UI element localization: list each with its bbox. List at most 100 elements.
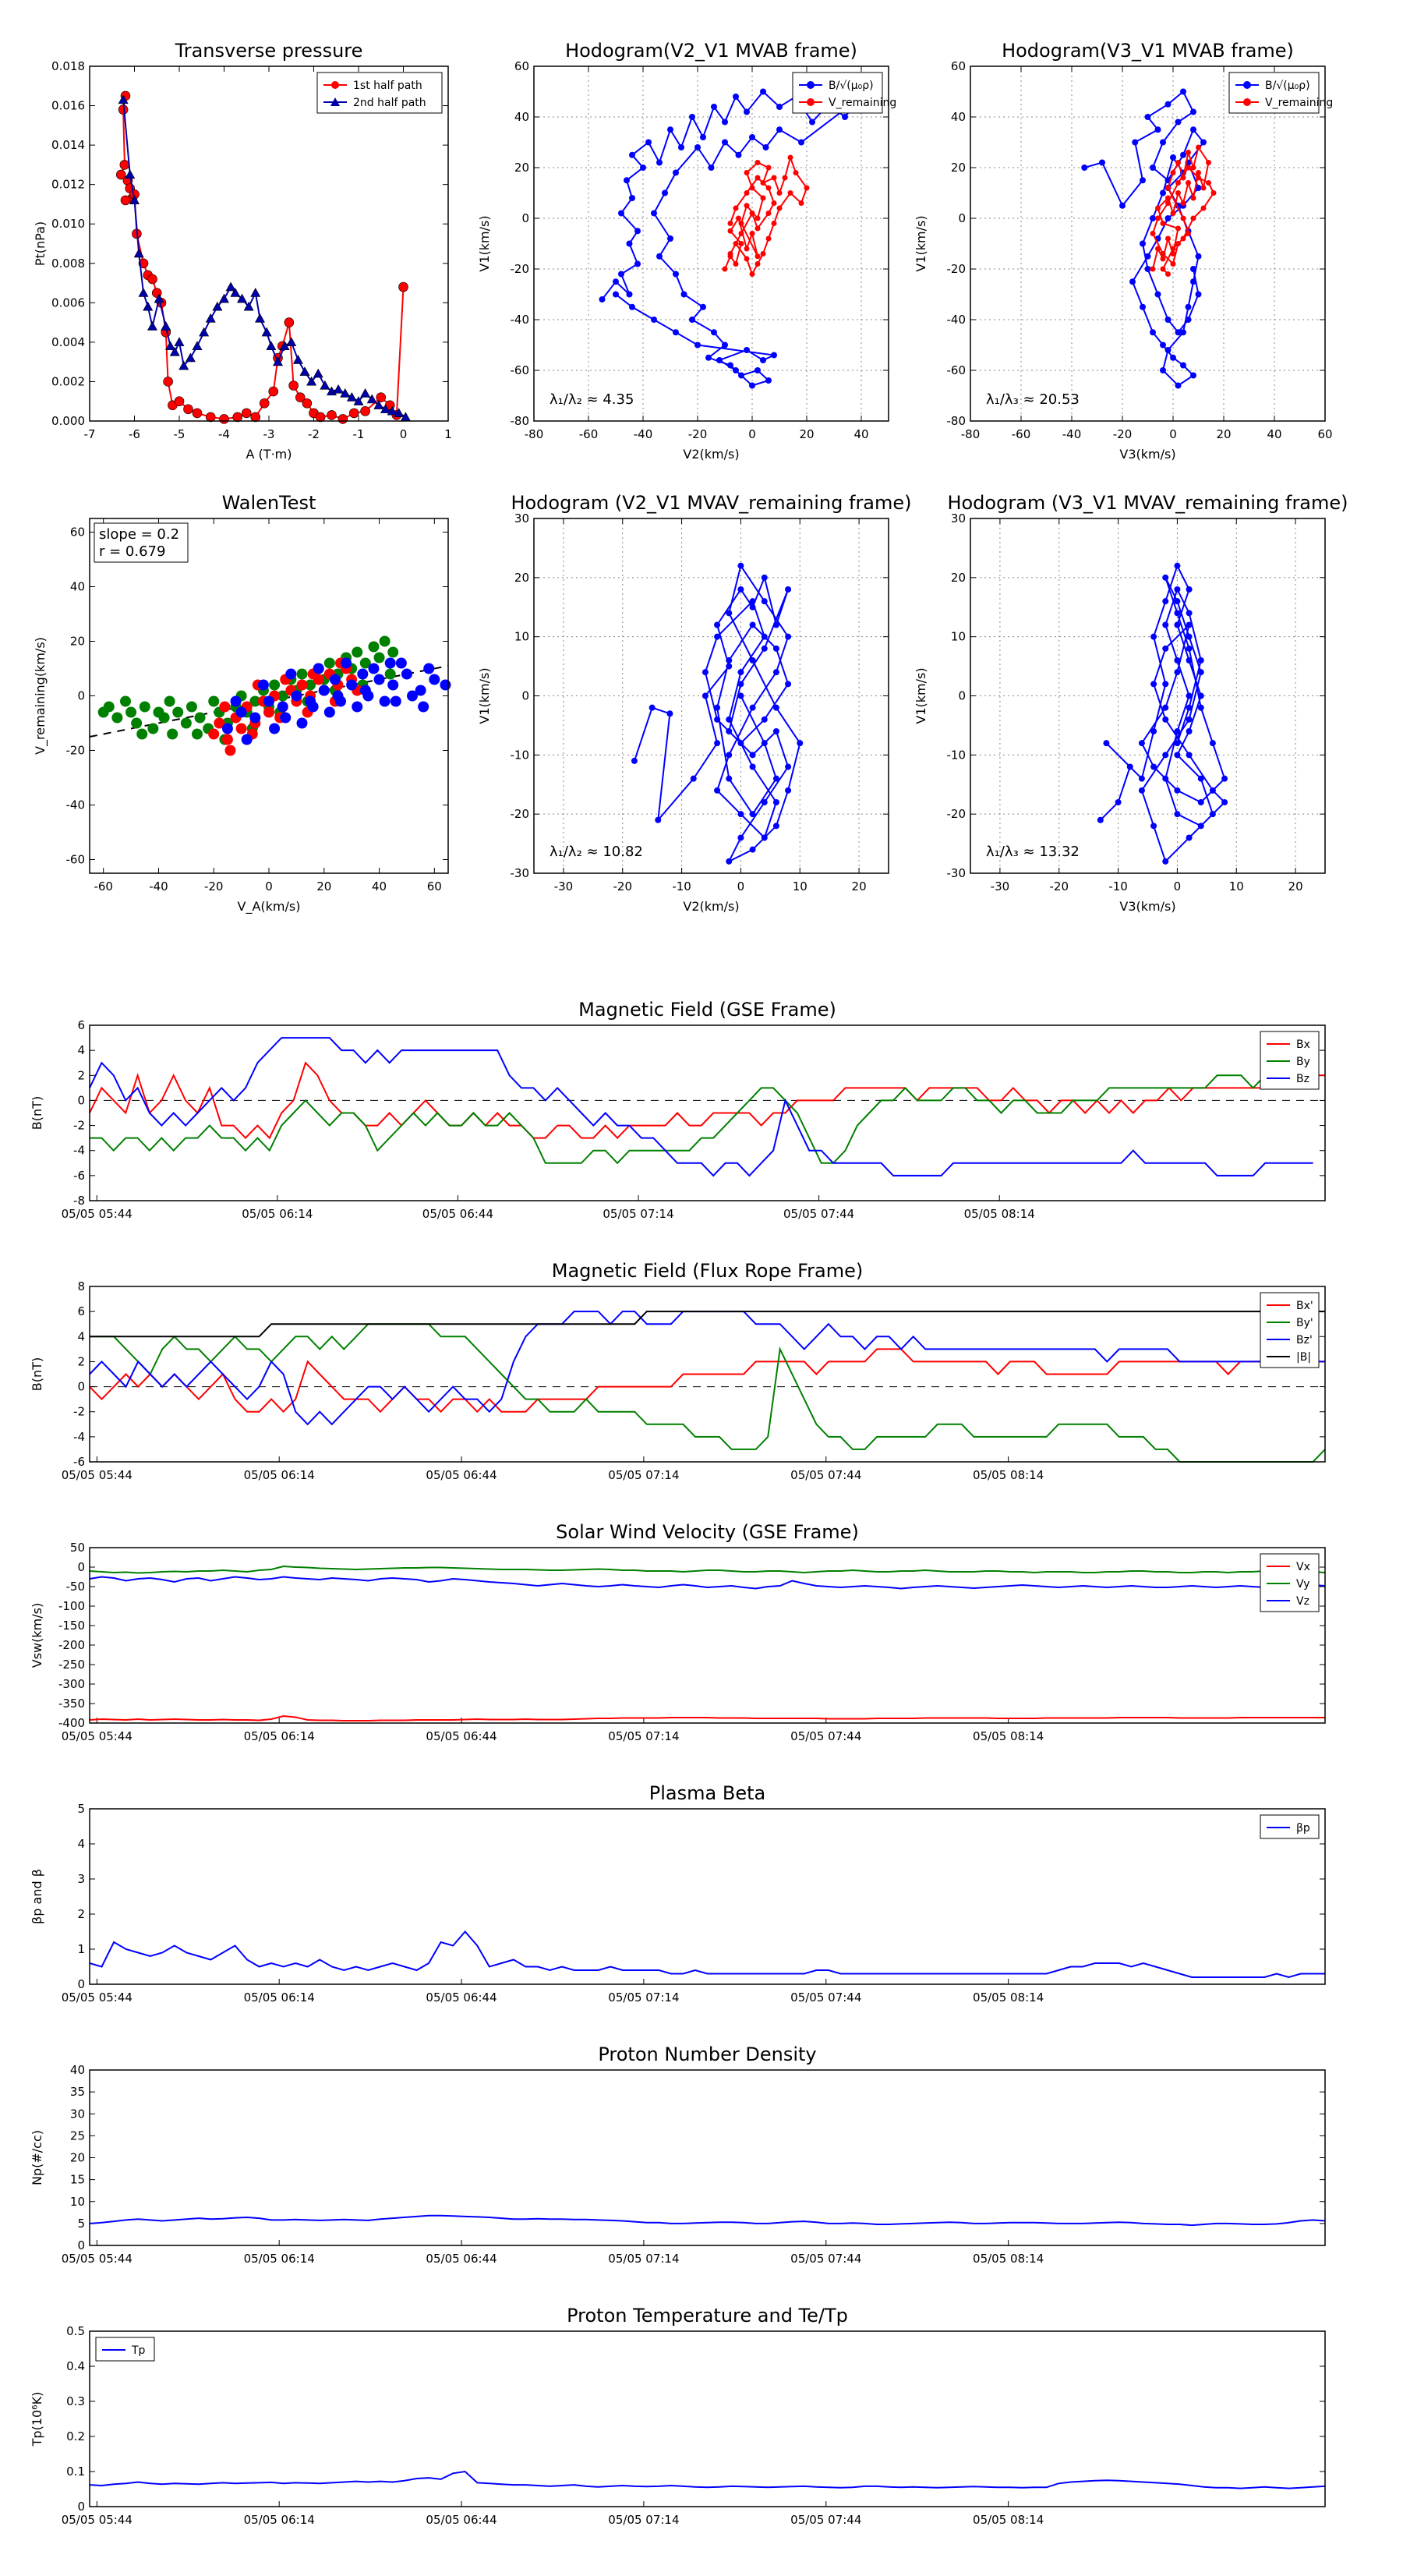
data-point [1186,752,1193,759]
data-point [631,757,638,764]
x-tick-label: -2 [308,427,320,441]
y-axis-label: B(nT) [30,1096,44,1130]
plot-frame [89,1024,1326,1201]
x-tick-label: 05/05 07:44 [790,2513,861,2527]
data-point [1164,101,1172,108]
x-tick-label: 0 [400,427,408,441]
series-line [89,1061,1325,1140]
data-point [1197,799,1204,805]
data-point [760,88,766,95]
data-point [738,221,744,226]
y-tick-label: 5 [77,1802,85,1816]
x-tick-label: 20 [1288,879,1303,893]
series-line [90,1311,1325,1338]
data-point [1160,266,1166,272]
series-2nd-half-path [118,94,411,422]
stats-box [94,522,189,563]
data-point [749,231,755,236]
data-point [782,175,788,181]
data-point [111,712,123,724]
ts_np-chart: Proton Number Density 0 5 10 15 20 25 30 35 40 05/… [30,2043,1326,2266]
data-point [1206,160,1211,165]
data-point [1170,211,1176,216]
y-tick-label: 0.000 [51,414,85,428]
data-point [284,317,295,327]
data-point [1162,681,1169,688]
data-point [1165,200,1171,206]
data-point [407,690,418,702]
data-point [241,408,252,419]
data-point [1162,574,1169,581]
data-point [305,679,316,691]
data-point [772,621,779,628]
x-tick-label: -30 [991,879,1010,893]
data-point [761,799,768,805]
series-line [89,1565,1326,1574]
y-tick-label: 0 [521,689,529,703]
stats-line: r = 0.679 [99,543,165,560]
x-tick-label: -40 [634,427,653,441]
data-point [722,266,728,272]
data-point [174,396,185,407]
data-point [1099,159,1105,166]
data-point [139,701,150,713]
data-point [1190,195,1196,201]
x-tick-label: 05/05 06:44 [426,2252,497,2266]
data-point [1186,728,1193,734]
x-tick-label: -3 [263,427,275,441]
data-point [335,695,346,707]
data-point [118,94,129,104]
y-tick-label: 60 [514,59,529,73]
data-point [1165,271,1171,277]
y-tick-label: 0.008 [51,257,85,271]
y-tick-label: 0.004 [51,335,85,349]
series-line [120,95,405,420]
y-tick-label: -2 [73,1405,85,1419]
data-point [1162,645,1169,652]
x-tick-label: 60 [427,879,442,893]
data-point [629,151,635,158]
data-point [1197,657,1204,663]
data-point [249,712,261,724]
data-point [1197,775,1204,782]
y-tick-label: 10 [70,2195,85,2209]
data-point [599,296,606,303]
hodo1-chart: Hodogram(V2_V1 MVAB frame) -80 -60 -40 -20 0 2… [477,40,896,462]
x-axis-label: V2(km/s) [683,899,739,914]
y-tick-label: -6 [73,1455,85,1469]
y-tick-label: 40 [70,580,85,594]
x-tick-label: 05/05 07:14 [608,1468,679,1482]
data-point [1174,598,1181,605]
x-tick-label: 05/05 07:14 [608,2252,679,2266]
plot-frame [89,1547,1326,1724]
data-point [634,228,641,235]
x-tick-label: 20 [852,879,867,893]
data-point [348,408,359,419]
data-point [1150,823,1157,830]
data-point [761,834,768,841]
data-point [733,261,739,267]
data-point [738,241,744,246]
data-point [705,354,712,361]
x-tick-label: 05/05 06:14 [244,1468,315,1482]
x-tick-label: 60 [1317,427,1332,441]
data-point [1186,633,1193,640]
data-point [261,327,272,337]
x-tick-label: -6 [129,427,140,441]
data-point [656,159,663,166]
data-point [296,668,308,680]
data-point [1185,317,1192,323]
series--b- [90,1311,1325,1338]
y-tick-label: 25 [70,2128,85,2143]
legend-label: βp [1296,1822,1310,1835]
data-point [1144,253,1151,260]
data-point [1195,185,1202,191]
data-point [737,692,744,699]
data-point [613,291,619,298]
data-point [360,406,370,416]
x-tick-label: -80 [961,427,981,441]
data-point [1186,645,1193,652]
data-point [733,205,739,211]
data-point [761,645,768,652]
y-tick-label: -50 [66,1580,86,1594]
